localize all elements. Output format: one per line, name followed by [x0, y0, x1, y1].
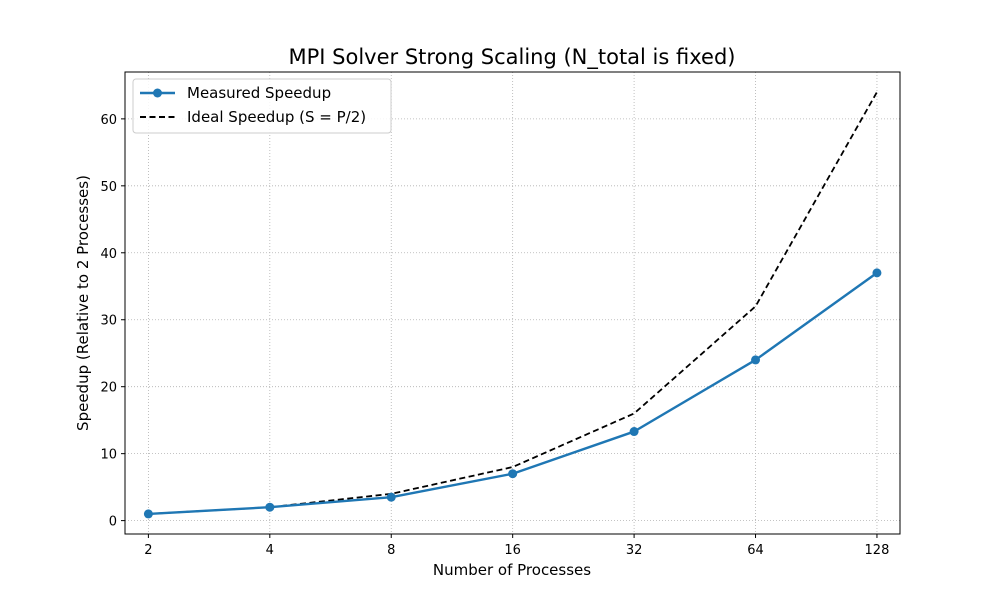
y-tick-label: 30 [100, 314, 117, 329]
y-tick-label: 10 [100, 448, 117, 463]
x-tick-label: 2 [144, 543, 152, 558]
x-tick-label: 128 [865, 543, 890, 558]
y-tick-label: 40 [100, 247, 117, 262]
y-tick-label: 50 [100, 180, 117, 195]
legend-box [132, 78, 392, 134]
measured-speedup-point [872, 268, 882, 278]
measured-speedup-point [143, 509, 153, 519]
legend: Measured Speedup Ideal Speedup (S = P/2) [132, 78, 392, 134]
x-tick-label: 32 [626, 543, 643, 558]
x-tick-label: 8 [387, 543, 395, 558]
x-tick-label: 16 [504, 543, 521, 558]
measured-speedup-point [386, 492, 396, 502]
y-tick-label: 60 [100, 113, 117, 128]
series-layer [143, 91, 882, 519]
y-tick-label: 20 [100, 381, 117, 396]
legend-measured-marker [153, 88, 162, 98]
chart-title: MPI Solver Strong Scaling (N_total is fi… [289, 45, 736, 70]
y-tick-label: 0 [109, 515, 117, 530]
y-axis-label: Speedup (Relative to 2 Processes) [74, 175, 92, 431]
measured-speedup-point [751, 355, 761, 365]
x-axis-label: Number of Processes [433, 561, 591, 579]
plot-frame [124, 71, 901, 535]
measured-speedup-point [508, 469, 518, 479]
legend-ideal-label: Ideal Speedup (S = P/2) [187, 108, 366, 126]
measured-speedup-point [629, 427, 639, 437]
x-tick-label: 4 [266, 543, 274, 558]
ticks-layer: 2 4 8 16 32 64 128 0 10 20 30 40 50 60 [100, 113, 889, 558]
legend-measured-label: Measured Speedup [187, 84, 331, 102]
x-tick-label: 64 [747, 543, 764, 558]
measured-speedup-point [265, 502, 275, 512]
